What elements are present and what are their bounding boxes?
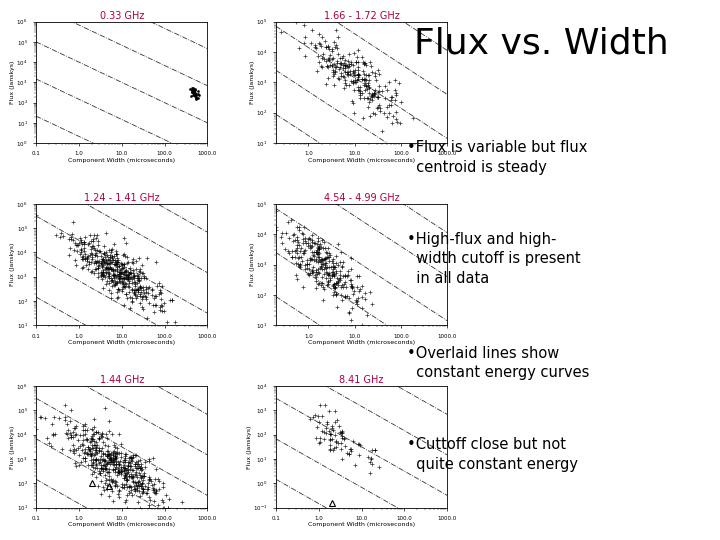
Text: •High-flux and high-
  width cutoff is present
  in all data: •High-flux and high- width cutoff is pre… [407,232,580,286]
X-axis label: Component Width (microseconds): Component Width (microseconds) [308,158,415,163]
Y-axis label: Flux (Janskys): Flux (Janskys) [10,60,15,104]
X-axis label: Component Width (microseconds): Component Width (microseconds) [68,522,175,528]
Title: 1.24 - 1.41 GHz: 1.24 - 1.41 GHz [84,193,160,203]
Text: •Overlaid lines show
  constant energy curves: •Overlaid lines show constant energy cur… [407,346,589,380]
Y-axis label: Flux (Janskys): Flux (Janskys) [250,243,255,286]
Title: 1.44 GHz: 1.44 GHz [99,375,144,386]
Y-axis label: Flux (Janskys): Flux (Janskys) [10,425,15,469]
Title: 1.66 - 1.72 GHz: 1.66 - 1.72 GHz [324,11,400,21]
Title: 8.41 GHz: 8.41 GHz [339,375,384,386]
X-axis label: Component Width (microseconds): Component Width (microseconds) [68,340,175,345]
Text: •Flux is variable but flux
  centroid is steady: •Flux is variable but flux centroid is s… [407,140,588,174]
Title: 4.54 - 4.99 GHz: 4.54 - 4.99 GHz [324,193,400,203]
X-axis label: Component Width (microseconds): Component Width (microseconds) [68,158,175,163]
Y-axis label: Flux (Janskys): Flux (Janskys) [250,60,255,104]
Y-axis label: Flux (Janskys): Flux (Janskys) [10,243,15,286]
Y-axis label: Flux (Janskys): Flux (Janskys) [247,425,252,469]
Title: 0.33 GHz: 0.33 GHz [99,11,144,21]
X-axis label: Component Width (microseconds): Component Width (microseconds) [308,340,415,345]
X-axis label: Component Width (microseconds): Component Width (microseconds) [308,522,415,528]
Text: Flux vs. Width: Flux vs. Width [414,27,669,61]
Text: •Cuttoff close but not
  quite constant energy: •Cuttoff close but not quite constant en… [407,437,577,471]
